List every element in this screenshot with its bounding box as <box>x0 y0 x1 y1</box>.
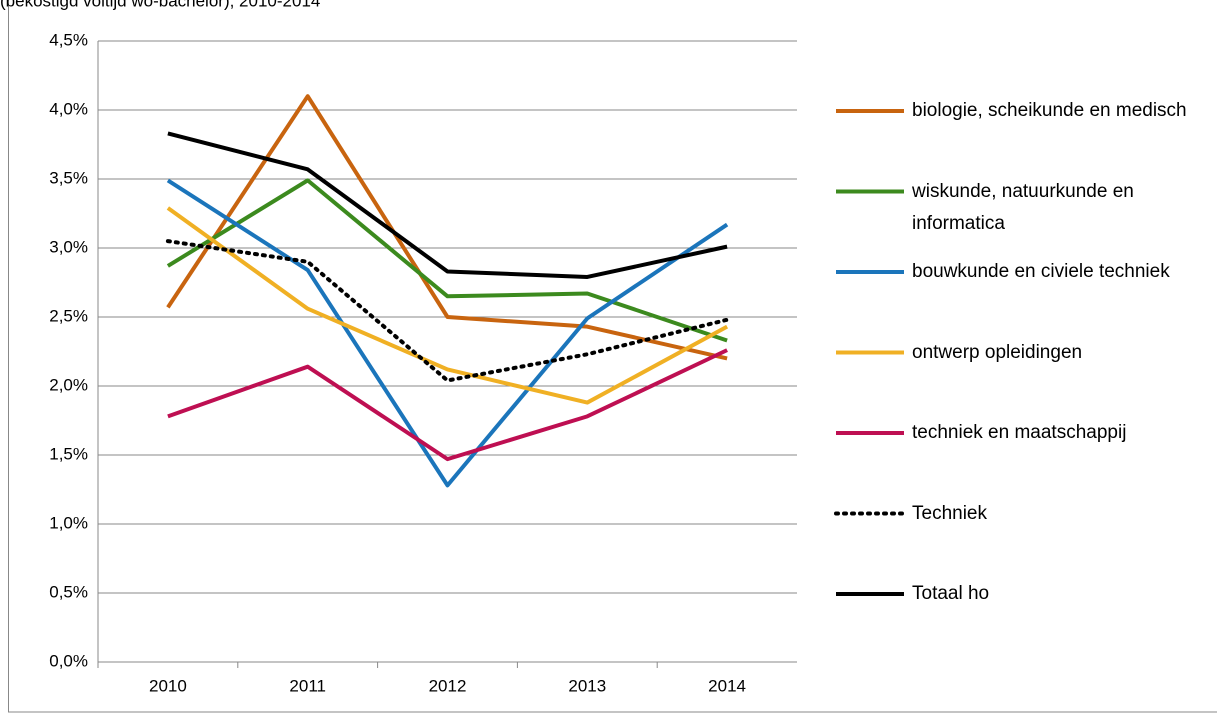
legend-label: ontwerp opleidingen <box>912 341 1083 363</box>
y-tick-label: 0,5% <box>49 582 88 601</box>
legend-label: techniek en maatschappij <box>912 422 1127 443</box>
y-tick-label: 0,0% <box>49 651 88 670</box>
chart-frame <box>8 0 1217 713</box>
series-line <box>165 239 730 383</box>
series-line <box>167 131 728 279</box>
x-tick-label: 2012 <box>429 676 467 695</box>
y-tick-label: 4,0% <box>49 99 88 118</box>
y-tick-label: 4,5% <box>49 30 88 49</box>
y-tick-label: 1,5% <box>49 444 88 463</box>
legend-label: Techniek <box>912 502 987 524</box>
series-line <box>166 178 728 343</box>
series-line <box>166 206 729 405</box>
y-tick-label: 2,0% <box>49 375 88 394</box>
y-tick-label: 3,0% <box>49 237 88 256</box>
chart-subtitle: (bekostigd voltijd wo-bachelor), 2010-20… <box>0 0 320 10</box>
x-tick-label: 2010 <box>149 676 187 695</box>
x-tick-label: 2013 <box>568 676 606 695</box>
series-line <box>166 94 728 361</box>
series-line <box>167 348 728 462</box>
y-tick-label: 3,5% <box>49 168 88 187</box>
legend-label: Totaal ho <box>912 583 990 604</box>
x-tick-label: 2014 <box>708 676 746 695</box>
legend-label: biologie, scheikunde en medisch <box>912 100 1187 121</box>
y-tick-label: 2,5% <box>49 306 88 325</box>
y-tick-label: 1,0% <box>49 513 88 532</box>
legend-label: wiskunde, natuurkunde en informatica <box>912 180 1134 234</box>
x-tick-label: 2011 <box>289 676 326 695</box>
legend-label: bouwkunde en civiele techniek <box>912 261 1170 282</box>
series-line <box>166 178 729 488</box>
